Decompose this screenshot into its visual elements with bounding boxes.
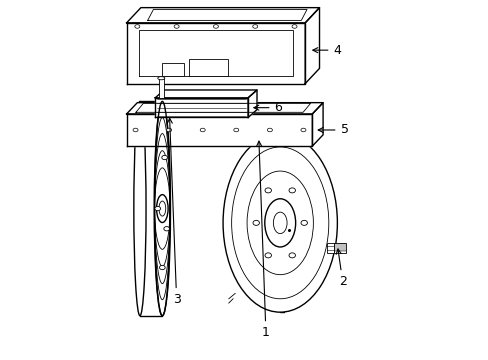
Ellipse shape [264, 199, 295, 247]
Text: 2: 2 [336, 249, 346, 288]
Polygon shape [126, 103, 323, 114]
Ellipse shape [267, 128, 272, 132]
Ellipse shape [301, 220, 307, 225]
Ellipse shape [134, 102, 146, 316]
Polygon shape [155, 90, 257, 98]
Ellipse shape [252, 220, 259, 225]
Text: 6: 6 [253, 101, 282, 114]
Text: 5: 5 [318, 123, 348, 136]
Bar [162, 63, 183, 76]
Text: 4: 4 [312, 44, 341, 57]
Ellipse shape [154, 102, 170, 316]
Ellipse shape [156, 195, 168, 222]
Ellipse shape [233, 128, 238, 132]
Ellipse shape [158, 77, 164, 80]
Polygon shape [247, 90, 257, 117]
Ellipse shape [163, 226, 169, 231]
Ellipse shape [155, 206, 160, 211]
Ellipse shape [288, 188, 295, 193]
Ellipse shape [166, 128, 171, 132]
Ellipse shape [291, 25, 296, 28]
Ellipse shape [264, 253, 271, 258]
Bar [333, 243, 346, 252]
Polygon shape [126, 8, 319, 23]
Ellipse shape [300, 128, 305, 132]
Ellipse shape [223, 134, 337, 312]
Ellipse shape [280, 134, 287, 312]
Ellipse shape [162, 156, 167, 160]
Polygon shape [312, 103, 323, 146]
Ellipse shape [174, 25, 179, 28]
Polygon shape [126, 23, 305, 84]
Polygon shape [155, 98, 247, 117]
Ellipse shape [133, 128, 138, 132]
Ellipse shape [213, 25, 218, 28]
Ellipse shape [273, 212, 286, 234]
Ellipse shape [252, 25, 257, 28]
Ellipse shape [135, 25, 140, 28]
Polygon shape [126, 114, 312, 146]
Polygon shape [305, 8, 319, 84]
Ellipse shape [288, 253, 295, 258]
Text: 3: 3 [167, 118, 180, 306]
Ellipse shape [159, 201, 165, 216]
Ellipse shape [200, 128, 205, 132]
Text: 1: 1 [256, 141, 269, 339]
Ellipse shape [159, 265, 165, 270]
Bar [189, 59, 228, 76]
Ellipse shape [264, 188, 271, 193]
Bar [159, 78, 163, 98]
Bar [326, 243, 333, 253]
